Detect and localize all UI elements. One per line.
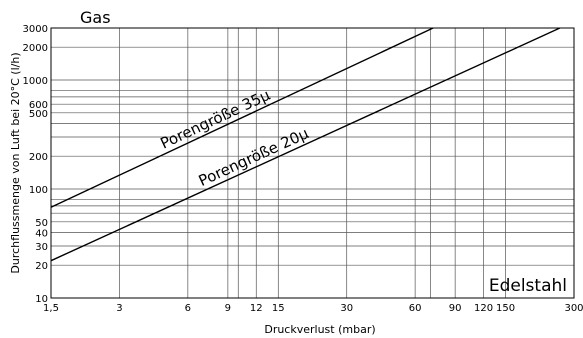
x-tick-label: 1,5 <box>43 303 59 314</box>
y-tick-label: 3000 <box>23 24 48 35</box>
x-tick-label: 3 <box>116 303 122 314</box>
y-tick-label: 500 <box>29 109 48 120</box>
material-label: Edelstahl <box>489 276 567 296</box>
y-tick-label: 200 <box>29 152 48 163</box>
x-tick-labels: 1,5 3 6 9 12 15 30 60 90 120 150 300 <box>43 303 583 314</box>
series-line <box>50 27 561 262</box>
x-tick-label: 90 <box>449 303 462 314</box>
x-tick-label: 12 <box>250 303 263 314</box>
series-lines <box>50 27 561 262</box>
x-axis-label: Druckverlust (mbar) <box>264 323 375 336</box>
x-tick-label: 150 <box>496 303 515 314</box>
plot-frame <box>50 27 575 299</box>
x-tick-label: 6 <box>185 303 191 314</box>
y-tick-label: 100 <box>29 185 48 196</box>
y-tick-label: 30 <box>35 242 48 253</box>
y-tick-label: 40 <box>35 228 48 239</box>
y-axis-label: Durchflussmenge von Luft bei 20°C (l/h) <box>9 52 22 273</box>
y-tick-label: 1000 <box>23 76 48 87</box>
series-label: Porengröße 35µ <box>158 86 274 153</box>
chart-title: Gas <box>80 8 111 27</box>
y-tick-label: 10 <box>35 294 48 305</box>
x-tick-label: 30 <box>340 303 353 314</box>
x-tick-label: 60 <box>409 303 422 314</box>
series-line <box>50 27 434 208</box>
x-tick-label: 15 <box>272 303 285 314</box>
grid-lines <box>50 27 575 299</box>
series-label: Porengröße 20µ <box>196 124 312 190</box>
x-tick-label: 120 <box>474 303 493 314</box>
y-tick-label: 2000 <box>23 43 48 54</box>
y-tick-label: 20 <box>35 261 48 272</box>
x-tick-label: 9 <box>225 303 231 314</box>
y-tick-label: 50 <box>35 218 48 229</box>
x-tick-label: 300 <box>564 303 583 314</box>
y-tick-label: 600 <box>29 100 48 111</box>
